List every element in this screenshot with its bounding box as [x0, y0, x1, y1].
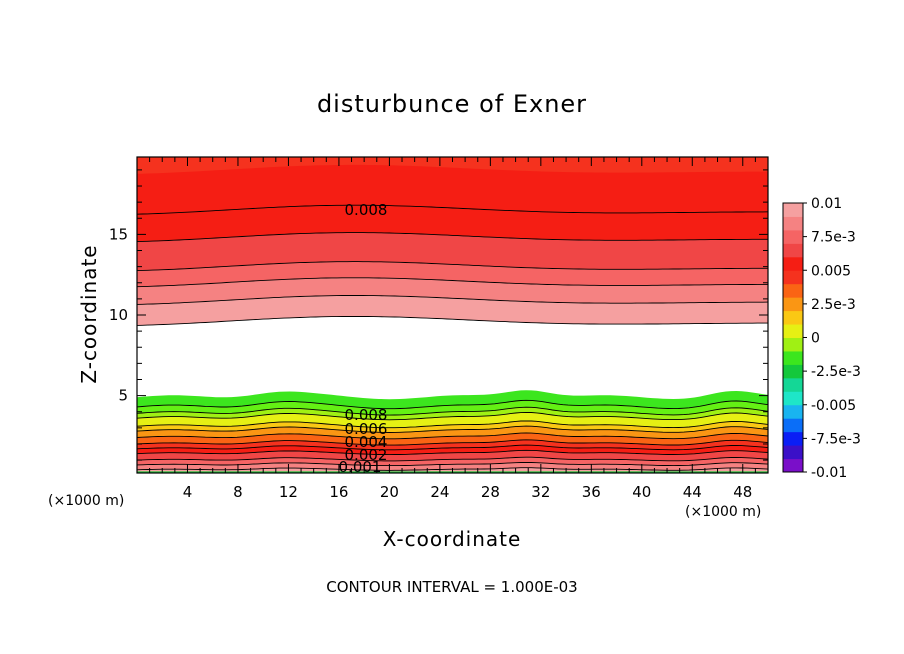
- colorbar-segment: [783, 203, 803, 217]
- contour-line: [136, 432, 769, 440]
- contour-line: [136, 316, 768, 326]
- contour-label: 0.004: [345, 433, 388, 451]
- z-tick-label: 15: [109, 225, 128, 243]
- colorbar-label: -7.5e-3: [811, 431, 861, 447]
- x-tick-label: 36: [582, 483, 601, 501]
- x-tick-label: 48: [733, 483, 752, 501]
- x-tick-label: 44: [683, 483, 702, 501]
- colorbar-segment: [783, 418, 803, 433]
- x-unit-label: (×1000 m): [685, 504, 761, 520]
- colorbar-label: -2.5e-3: [811, 364, 861, 380]
- colorbar-segment: [783, 256, 803, 271]
- contour-line: [136, 456, 769, 462]
- y-axis-label: Z-coordinate: [77, 244, 101, 383]
- contour-label: 0.006: [345, 420, 388, 438]
- contour-line: [136, 277, 768, 288]
- colorbar-segment: [783, 283, 803, 298]
- contour-bands: [137, 157, 768, 473]
- contour-interval-text: CONTOUR INTERVAL = 1.000E-03: [326, 578, 577, 596]
- contour-line: [136, 411, 769, 421]
- contour-line: [136, 406, 769, 416]
- colorbar-segment: [783, 445, 803, 460]
- z-tick-label: 5: [118, 387, 128, 405]
- colorbar-segment: [783, 391, 803, 406]
- colorbar-segment: [783, 364, 803, 379]
- x-tick-label: 24: [430, 483, 449, 501]
- chart-title: disturbunce of Exner: [317, 90, 587, 118]
- colorbar-segment: [783, 243, 803, 258]
- contour-line: [136, 439, 769, 446]
- x-tick-label: 32: [531, 483, 550, 501]
- contour-line: [136, 461, 769, 467]
- contour-label: 0.008: [345, 406, 388, 424]
- z-tick-label: 10: [109, 306, 128, 324]
- colorbar-label: 2.5e-3: [811, 297, 856, 313]
- contour-line: [136, 420, 769, 429]
- contour-line: [136, 204, 769, 215]
- contour-line: [136, 449, 769, 456]
- colorbar-segment: [783, 458, 803, 473]
- x-tick-label: 40: [632, 483, 651, 501]
- colorbar-label: 0.01: [811, 196, 842, 212]
- contour-labels: 0.008 0.008 0.006 0.004 0.002 0.001: [339, 201, 388, 476]
- x-tick-label: 4: [183, 483, 193, 501]
- contour-lines: [136, 204, 769, 471]
- x-axis-label: X-coordinate: [383, 527, 522, 551]
- x-tick-label: 28: [481, 483, 500, 501]
- colorbar-segment: [783, 324, 803, 338]
- colorbar-label: 7.5e-3: [811, 230, 856, 246]
- contour-line: [136, 261, 768, 272]
- contour-line: [136, 444, 769, 451]
- x-tick-label: 16: [329, 483, 348, 501]
- colorbar-segment: [783, 377, 803, 392]
- colorbar-segment: [783, 297, 803, 312]
- x-tick-label: 12: [279, 483, 298, 501]
- contour-label: 0.008: [345, 201, 388, 219]
- colorbar-segment: [783, 270, 803, 285]
- contour-label: 0.001: [339, 458, 382, 476]
- x-tick-label: 20: [380, 483, 399, 501]
- colorbar-segment: [783, 229, 803, 244]
- colorbar-label: 0: [811, 331, 820, 347]
- colorbar-label: -0.01: [811, 465, 847, 481]
- contour-label: 0.002: [345, 446, 388, 464]
- colorbar-label: -0.005: [811, 398, 856, 414]
- colorbar-segment: [783, 431, 803, 446]
- colorbar-segment: [783, 310, 803, 325]
- colorbar-segment: [783, 350, 803, 365]
- contour-line: [136, 295, 769, 305]
- colorbar-label: 0.005: [811, 263, 851, 279]
- colorbar: 0.01 7.5e-3 0.005 2.5e-3 0 -2.5e-3 -0.005 -7.5e…: [782, 196, 861, 481]
- z-unit-label: (×1000 m): [48, 493, 124, 509]
- contour-line: [136, 232, 768, 243]
- colorbar-segment: [783, 404, 803, 419]
- x-tick-label: 8: [233, 483, 243, 501]
- colorbar-segment: [783, 337, 803, 352]
- contour-line: [136, 425, 769, 433]
- colorbar-segment: [783, 216, 803, 231]
- upper-band: [137, 157, 768, 174]
- contour-line: [136, 399, 769, 410]
